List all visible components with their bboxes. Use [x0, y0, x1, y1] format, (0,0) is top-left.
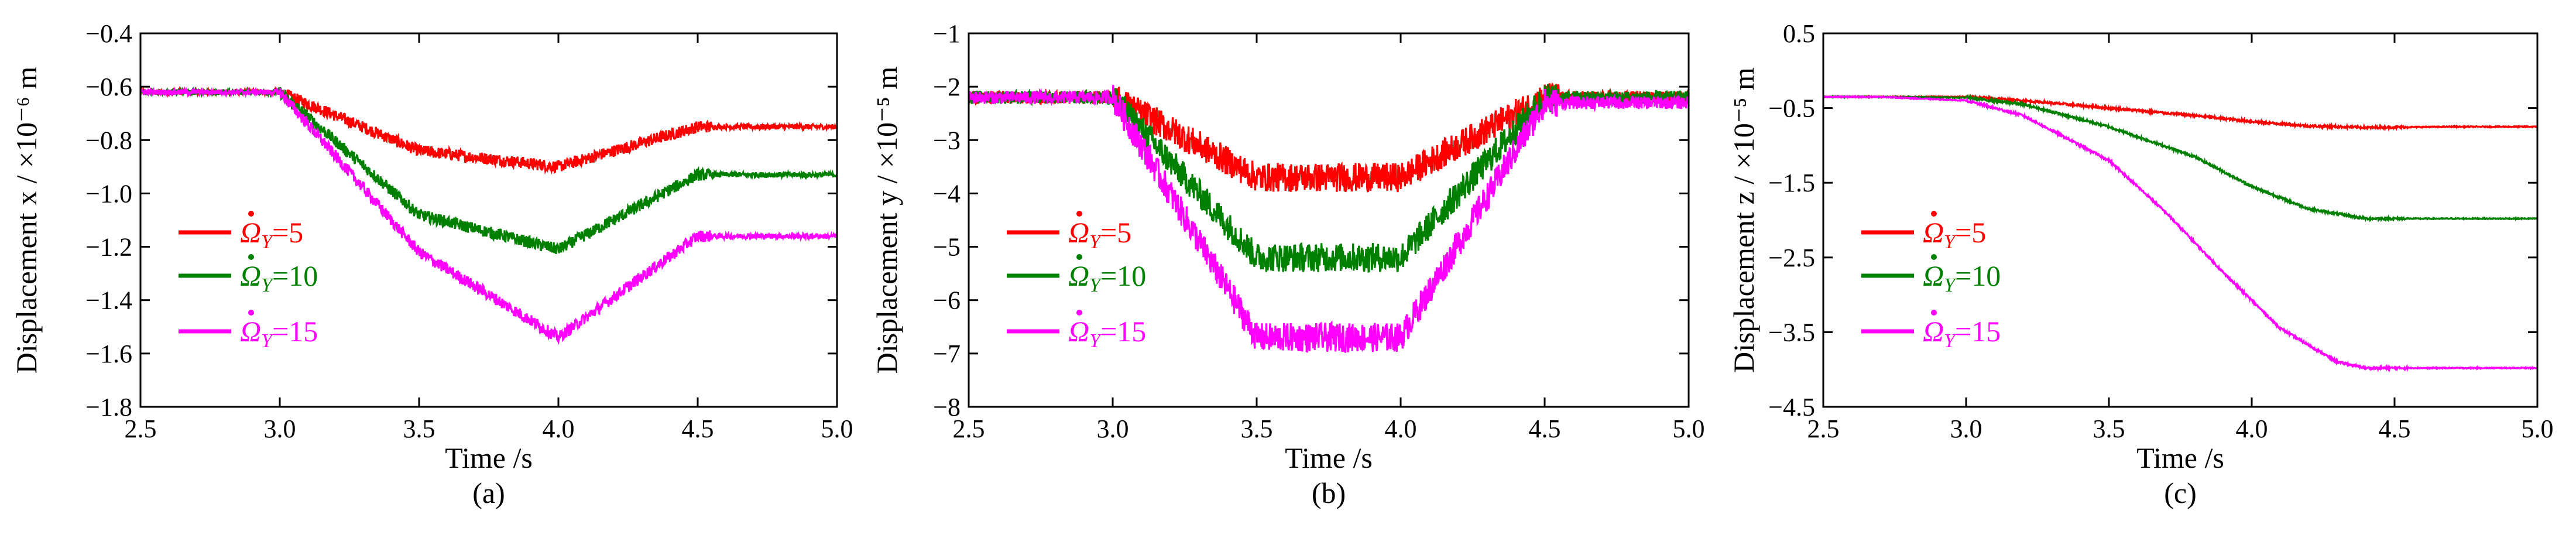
plot-frame	[139, 32, 838, 408]
series-line-15	[1823, 94, 2537, 373]
x-tick-label: 3.0	[1097, 414, 1129, 443]
panel-caption: (b)	[1312, 477, 1346, 509]
legend-label: ΩY=10	[1923, 259, 2001, 296]
x-tick-label: 2.5	[953, 414, 985, 443]
legend-dot	[248, 254, 254, 260]
x-tick-label: 4.0	[543, 414, 575, 443]
y-tick-label: −3	[933, 126, 961, 155]
y-tick-label: −0.4	[85, 19, 132, 48]
legend-dot	[248, 211, 254, 217]
y-tick-label: −1.5	[1768, 169, 1815, 197]
legend-entry-10: ΩY=10	[179, 254, 318, 296]
legend-dot	[1931, 254, 1937, 260]
legend-entry-15: ΩY=15	[179, 310, 318, 352]
legend-label: ΩY=15	[1068, 315, 1146, 352]
legend-label: ΩY=5	[240, 216, 303, 253]
x-tick-label: 3.5	[1241, 414, 1273, 443]
legend-entry-5: ΩY=5	[1007, 211, 1131, 253]
y-tick-label: −1.8	[85, 393, 132, 421]
legend-label: ΩY=15	[240, 315, 318, 352]
x-tick-label: 4.5	[2379, 414, 2411, 443]
x-tick-label: 5.0	[1673, 414, 1705, 443]
x-tick-label: 4.5	[682, 414, 714, 443]
legend-entry-15: ΩY=15	[1007, 310, 1146, 352]
x-tick-label: 5.0	[2522, 414, 2554, 443]
y-tick-label: 0.5	[1783, 19, 1815, 48]
chart-panel-1: 2.5 3.0 3.5 4.0 4.5 5.0 −0.4 −0.6 −0.8 −1.0 −1.2 −1…	[10, 19, 853, 509]
legend-dot	[1931, 211, 1937, 217]
x-tick-label: 4.0	[1385, 414, 1417, 443]
legend-label: ΩY=10	[1068, 259, 1146, 296]
legend-dot	[1931, 310, 1937, 316]
x-tick-label: 3.5	[2093, 414, 2125, 443]
x-axis-label: Time /s	[2136, 441, 2224, 474]
x-tick-label: 4.0	[2236, 414, 2268, 443]
x-tick-label: 5.0	[821, 414, 853, 443]
chart-panel-2: 2.5 3.0 3.5 4.0 4.5 5.0 −1 −2 −3 −4 −5 −6 −7 −8 Time /…	[870, 19, 1705, 509]
x-axis-label: Time /s	[445, 441, 533, 474]
series-line-10	[1823, 93, 2537, 223]
y-tick-label: −1	[933, 19, 961, 48]
series-line-15	[140, 86, 837, 345]
y-tick-label: −1.6	[85, 340, 132, 368]
x-axis-label: Time /s	[1285, 441, 1373, 474]
legend-entry-10: ΩY=10	[1007, 254, 1146, 296]
y-tick-label: −4.5	[1768, 393, 1815, 421]
x-tick-label: 3.5	[403, 414, 435, 443]
y-tick-label: −7	[933, 340, 961, 368]
y-tick-label: −1.0	[85, 179, 132, 208]
y-tick-label: −0.8	[85, 126, 132, 155]
legend-dot	[1076, 310, 1082, 316]
y-tick-label: −5	[933, 233, 961, 262]
legend-label: ΩY=5	[1923, 216, 1986, 253]
y-axis-label: Displacement y / ×10⁻⁵ m	[870, 67, 903, 374]
series-line-15	[969, 85, 1689, 354]
x-tick-label: 2.5	[125, 414, 157, 443]
y-axis-label: Displacement x / ×10⁻⁶ m	[10, 67, 43, 374]
panel-caption: (a)	[472, 477, 505, 509]
y-axis-label: Displacement z / ×10⁻⁵ m	[1727, 67, 1760, 373]
legend-entry-5: ΩY=5	[1861, 211, 1986, 253]
y-tick-label: −0.6	[85, 73, 132, 101]
series-line-5	[1823, 93, 2537, 132]
legend-entry-10: ΩY=10	[1861, 254, 2001, 296]
y-tick-label: −0.5	[1768, 94, 1815, 123]
y-tick-label: −8	[933, 393, 961, 421]
y-tick-label: −6	[933, 286, 961, 315]
y-tick-label: −1.4	[85, 286, 132, 315]
legend-label: ΩY=5	[1068, 216, 1131, 253]
y-tick-label: −1.2	[85, 233, 132, 262]
legend-entry-5: ΩY=5	[179, 211, 303, 253]
y-tick-label: −2	[933, 73, 961, 101]
legend-label: ΩY=10	[240, 259, 318, 296]
y-tick-label: −4	[933, 179, 961, 208]
chart-panel-3: 2.5 3.0 3.5 4.0 4.5 5.0 0.5 −0.5 −1.5 −2.5 −3.5 −4.…	[1727, 19, 2554, 509]
plot-frame	[968, 32, 1690, 408]
x-tick-label: 2.5	[1807, 414, 1840, 443]
legend-dot	[1076, 211, 1082, 217]
x-tick-label: 3.0	[264, 414, 296, 443]
y-tick-label: −2.5	[1768, 244, 1815, 272]
x-tick-label: 4.5	[1529, 414, 1561, 443]
legend-entry-15: ΩY=15	[1861, 310, 2001, 352]
panel-caption: (c)	[2164, 477, 2197, 509]
plot-frame	[1822, 32, 2539, 408]
legend-dot	[248, 310, 254, 316]
y-tick-label: −3.5	[1768, 318, 1815, 347]
x-tick-label: 3.0	[1950, 414, 1982, 443]
legend-dot	[1076, 254, 1082, 260]
series-line-5	[140, 85, 837, 175]
legend-label: ΩY=15	[1923, 315, 2001, 352]
